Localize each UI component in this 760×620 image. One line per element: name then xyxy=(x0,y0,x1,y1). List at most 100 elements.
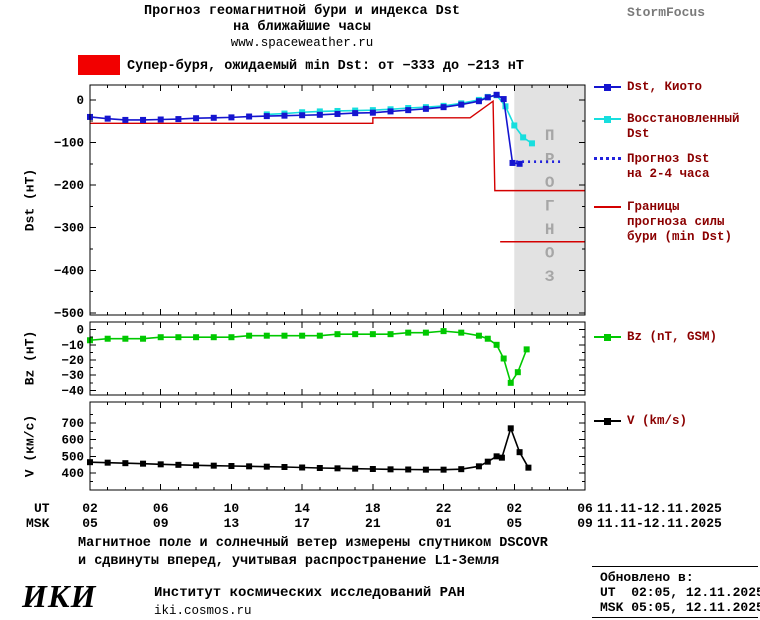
legend-storm-bounds: Границы прогноза силы бури (min Dst) xyxy=(594,200,732,245)
ytick-label-dst: −100 xyxy=(54,137,84,151)
marker-v xyxy=(210,462,217,469)
site-url: www.spaceweather.ru xyxy=(230,36,374,50)
marker-bz xyxy=(405,329,412,336)
updated-msk-time: MSK 05:05, 12.11.2025 xyxy=(600,600,760,615)
forecast-watermark-letter: П xyxy=(545,127,555,145)
marker-bz xyxy=(422,329,429,336)
marker-v xyxy=(352,465,359,472)
marker-bz xyxy=(210,334,217,341)
marker-dst_kyoto xyxy=(281,112,288,119)
ytick-label-v: 500 xyxy=(61,450,84,464)
page-title-line2: на ближайшие часы xyxy=(233,20,371,35)
xtick-ut-label: 22 xyxy=(436,501,452,516)
marker-dst_kyoto xyxy=(509,159,516,166)
xtick-msk-label: 09 xyxy=(577,516,593,531)
marker-bz xyxy=(475,332,482,339)
legend-forecast-line1: Прогноз Dst xyxy=(627,152,710,166)
v-axis-label: V (км/с) xyxy=(22,414,38,478)
legend-bounds-line1: Границы xyxy=(627,200,680,214)
marker-bz xyxy=(263,332,270,339)
marker-v xyxy=(228,463,235,469)
plot-frame-v xyxy=(89,401,586,491)
bz-line-icon xyxy=(594,333,621,341)
marker-bz xyxy=(157,334,164,341)
marker-bz xyxy=(458,329,465,336)
v-marker-icon xyxy=(604,417,611,425)
ut-row-label: UT xyxy=(34,501,50,516)
forecast-watermark-letter: З xyxy=(545,268,555,286)
marker-bz xyxy=(352,331,359,338)
marker-bz xyxy=(500,355,507,362)
ytick-label-bz: −10 xyxy=(61,339,84,353)
marker-v xyxy=(422,466,429,473)
marker-dst_kyoto xyxy=(369,109,376,116)
marker-bz xyxy=(440,328,447,335)
bz-marker-icon xyxy=(604,333,611,341)
marker-v xyxy=(193,462,200,469)
series-v xyxy=(89,425,530,471)
data-source-note-line2: и сдвинуты вперед, учитывая распростране… xyxy=(78,554,500,569)
marker-dst_kyoto xyxy=(228,114,235,121)
xtick-ut-label: 10 xyxy=(224,501,240,516)
marker-v xyxy=(475,463,482,470)
marker-dst_kyoto xyxy=(104,115,111,122)
marker-v xyxy=(140,460,147,467)
ytick-label-dst: 0 xyxy=(76,94,84,108)
marker-dst_kyoto xyxy=(210,114,217,121)
xtick-ut-label: 06 xyxy=(577,501,593,516)
xtick-msk-label: 05 xyxy=(506,516,522,531)
legend-forecast-dst: Прогноз Dst на 2-4 часа xyxy=(594,152,710,182)
marker-v xyxy=(493,453,500,460)
xtick-msk-label: 09 xyxy=(153,516,169,531)
legend-bz-label: Bz (nT, GSM) xyxy=(627,330,718,344)
legend-forecast-line2: на 2-4 часа xyxy=(627,167,710,181)
dst-kyoto-line-icon xyxy=(594,83,621,91)
xtick-ut-label: 02 xyxy=(82,501,98,516)
marker-bz xyxy=(122,335,129,342)
marker-dst_kyoto xyxy=(500,96,507,103)
storm-alert-text: Супер-буря, ожидаемый min Dst: от −333 д… xyxy=(127,59,524,74)
marker-v xyxy=(387,466,394,473)
forecast-watermark-letter: О xyxy=(545,245,555,263)
marker-v xyxy=(484,458,491,465)
updated-ut-time: UT 02:05, 12.11.2025 xyxy=(600,585,760,600)
xtick-ut-label: 14 xyxy=(294,501,310,516)
msk-row-label: MSK xyxy=(26,516,50,531)
marker-dst_kyoto xyxy=(458,101,465,108)
marker-dst_restored xyxy=(511,122,518,129)
marker-bz xyxy=(493,341,500,348)
marker-v xyxy=(405,466,412,473)
marker-v xyxy=(498,454,505,461)
legend-restored-line1: Восстановленный xyxy=(627,112,740,126)
marker-dst_kyoto xyxy=(493,91,500,98)
marker-bz xyxy=(334,331,341,338)
ytick-label-bz: 0 xyxy=(76,324,84,338)
marker-dst_kyoto xyxy=(263,113,270,120)
ytick-label-v: 700 xyxy=(61,417,84,431)
legend-restored-line2: Dst xyxy=(627,127,650,141)
legend-restored-dst: Восстановленный Dst xyxy=(594,112,740,142)
marker-dst_kyoto xyxy=(246,113,253,120)
xtick-ut-label: 06 xyxy=(153,501,169,516)
restored-dst-line-icon xyxy=(594,115,621,123)
marker-v xyxy=(440,466,447,473)
marker-dst_kyoto xyxy=(516,160,523,167)
marker-bz xyxy=(140,335,147,342)
marker-bz xyxy=(387,331,394,338)
legend-bz: Bz (nT, GSM) xyxy=(594,330,717,345)
dst-axis-label: Dst (нТ) xyxy=(22,168,38,232)
marker-bz xyxy=(228,334,235,341)
marker-dst_kyoto xyxy=(334,110,341,117)
marker-v xyxy=(507,425,514,432)
series-bz xyxy=(89,330,528,385)
series-bounds_upper xyxy=(90,99,585,192)
marker-v xyxy=(104,459,111,466)
marker-dst_kyoto xyxy=(422,105,429,112)
series-dst_kyoto xyxy=(89,93,520,165)
marker-v xyxy=(263,463,270,470)
marker-dst_kyoto xyxy=(484,94,491,101)
marker-v xyxy=(157,461,164,468)
forecast-dst-dotted-line-icon xyxy=(594,157,621,160)
xtick-ut-label: 18 xyxy=(365,501,381,516)
marker-v xyxy=(525,464,532,471)
